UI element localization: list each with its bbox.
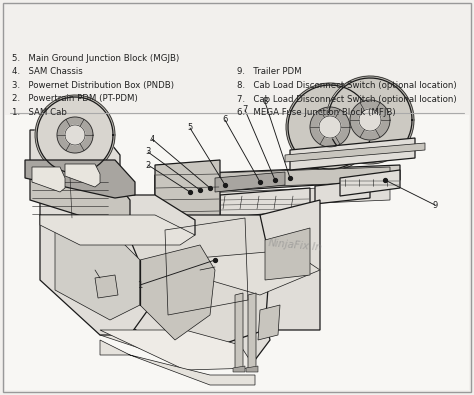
Polygon shape (25, 160, 135, 198)
Polygon shape (85, 270, 270, 360)
Polygon shape (265, 228, 310, 280)
Polygon shape (57, 117, 93, 153)
Text: 4: 4 (149, 135, 155, 143)
Polygon shape (30, 130, 120, 175)
Polygon shape (100, 340, 255, 385)
Polygon shape (32, 167, 65, 192)
Polygon shape (340, 170, 400, 196)
Polygon shape (315, 180, 370, 204)
Text: 9: 9 (432, 201, 438, 209)
Polygon shape (40, 215, 195, 245)
Polygon shape (30, 175, 130, 225)
Text: 3.   Powernet Distribution Box (PNDB): 3. Powernet Distribution Box (PNDB) (12, 81, 174, 90)
Polygon shape (140, 245, 215, 340)
Polygon shape (175, 250, 320, 295)
Polygon shape (155, 185, 390, 210)
Text: 5: 5 (187, 124, 192, 132)
Polygon shape (120, 215, 270, 360)
Polygon shape (100, 270, 260, 360)
Polygon shape (290, 138, 415, 170)
Polygon shape (95, 275, 118, 298)
Text: 6.   MEGA Fuse Junction Block (MFJB): 6. MEGA Fuse Junction Block (MFJB) (237, 108, 396, 117)
Text: 7: 7 (242, 105, 248, 115)
Polygon shape (35, 95, 115, 175)
Polygon shape (155, 165, 400, 195)
Polygon shape (286, 83, 374, 171)
Polygon shape (350, 100, 390, 140)
Polygon shape (220, 188, 310, 218)
Text: 9.   Trailer PDM: 9. Trailer PDM (237, 68, 301, 77)
Polygon shape (155, 167, 390, 190)
Text: 5.   Main Ground Junction Block (MGJB): 5. Main Ground Junction Block (MGJB) (12, 54, 179, 63)
Polygon shape (285, 143, 425, 162)
Polygon shape (40, 195, 195, 235)
Polygon shape (248, 293, 256, 370)
Polygon shape (319, 116, 341, 138)
Text: 1: 1 (137, 280, 143, 290)
Polygon shape (40, 215, 155, 335)
Polygon shape (258, 305, 280, 340)
Polygon shape (310, 107, 350, 147)
Text: 2: 2 (146, 160, 151, 169)
Polygon shape (155, 160, 220, 225)
Polygon shape (246, 366, 258, 372)
Polygon shape (37, 97, 113, 173)
Polygon shape (288, 85, 372, 169)
Polygon shape (100, 330, 255, 370)
Text: 8.   Cab Load Disconnect Switch (optional location): 8. Cab Load Disconnect Switch (optional … (237, 81, 456, 90)
Text: 3: 3 (146, 147, 151, 156)
Text: 6: 6 (222, 115, 228, 124)
Polygon shape (359, 109, 381, 131)
Polygon shape (328, 78, 412, 162)
Polygon shape (235, 293, 243, 370)
Polygon shape (215, 172, 285, 192)
Text: 2.   Powertrain PDM (PT-PDM): 2. Powertrain PDM (PT-PDM) (12, 94, 138, 103)
Text: NinjaFix.In: NinjaFix.In (267, 238, 322, 252)
Polygon shape (233, 366, 245, 372)
Polygon shape (326, 76, 414, 164)
Text: 1.   SAM Cab: 1. SAM Cab (12, 108, 67, 117)
Polygon shape (5, 115, 469, 390)
Text: 8: 8 (262, 98, 268, 107)
Text: 7.   Cab Load Disconnect Switch (optional location): 7. Cab Load Disconnect Switch (optional … (237, 94, 456, 103)
Polygon shape (55, 230, 140, 320)
Text: 4.   SAM Chassis: 4. SAM Chassis (12, 68, 83, 77)
Polygon shape (260, 200, 320, 330)
Polygon shape (65, 125, 85, 145)
Polygon shape (65, 164, 100, 187)
